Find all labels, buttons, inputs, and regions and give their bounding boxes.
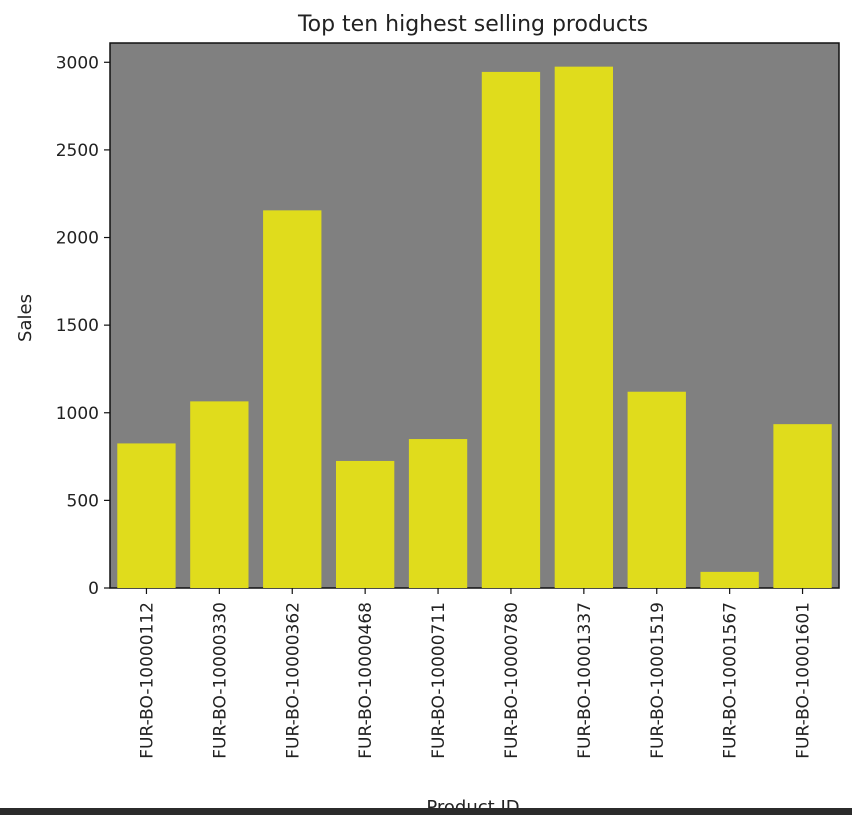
bars-group xyxy=(117,66,832,589)
bar-FUR-BO-10000362 xyxy=(263,210,322,589)
y-tick-label: 500 xyxy=(67,491,99,511)
y-tick-label: 1000 xyxy=(56,404,99,424)
bar-FUR-BO-10001601 xyxy=(773,424,832,588)
x-tick-label: FUR-BO-10000468 xyxy=(356,602,376,759)
x-tick-label: FUR-BO-10001601 xyxy=(794,602,814,759)
y-tick-label: 2000 xyxy=(56,229,99,249)
y-axis: 0 500 1000 1500 2000 2500 3000 xyxy=(56,53,110,599)
x-axis: FUR-BO-10000112 FUR-BO-10000330 FUR-BO-100… xyxy=(137,588,814,759)
x-tick-label: FUR-BO-10001337 xyxy=(575,602,595,759)
x-tick-label: FUR-BO-10001519 xyxy=(648,602,668,759)
y-tick-label: 3000 xyxy=(56,53,99,73)
x-tick-label: FUR-BO-10000330 xyxy=(210,602,230,759)
bar-FUR-BO-10001519 xyxy=(627,391,686,588)
chart-title: Top ten highest selling products xyxy=(297,12,648,37)
x-tick-label: FUR-BO-10000711 xyxy=(429,602,449,759)
bar-FUR-BO-10000711 xyxy=(408,439,468,588)
x-tick-label: FUR-BO-10000780 xyxy=(502,602,522,759)
y-tick-label: 1500 xyxy=(56,316,99,336)
x-tick-label: FUR-BO-10001567 xyxy=(721,602,741,759)
bar-FUR-BO-10000112 xyxy=(117,443,176,588)
bar-FUR-BO-10000468 xyxy=(335,460,395,588)
window-bottom-bar xyxy=(0,808,852,815)
bar-FUR-BO-10000780 xyxy=(481,71,541,588)
y-tick-label: 2500 xyxy=(56,141,99,161)
x-tick-label: FUR-BO-10000112 xyxy=(137,602,157,759)
x-tick-label: FUR-BO-10000362 xyxy=(283,602,303,759)
y-axis-label: Sales xyxy=(15,294,36,342)
bar-FUR-BO-10001567 xyxy=(700,571,759,588)
y-tick-label: 0 xyxy=(88,579,99,599)
bar-FUR-BO-10001337 xyxy=(554,66,614,589)
bar-FUR-BO-10000330 xyxy=(190,401,249,588)
